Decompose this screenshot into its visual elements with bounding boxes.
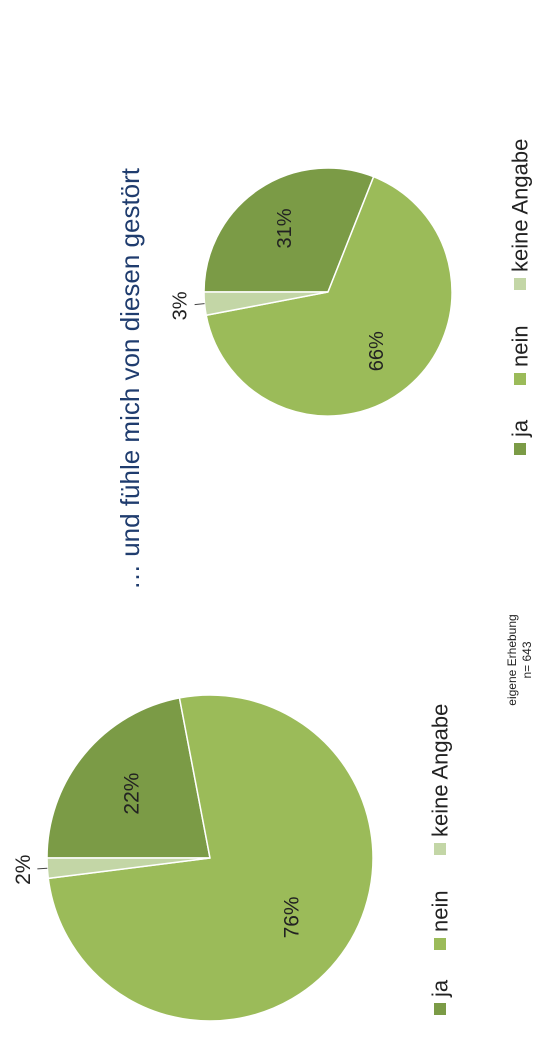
leader-line xyxy=(194,303,205,306)
data-label: 76% xyxy=(280,896,303,938)
pie-slice xyxy=(203,167,375,293)
legend-swatch xyxy=(514,373,526,385)
legend-label: keine Angabe xyxy=(428,704,453,837)
legend-swatch xyxy=(514,443,526,455)
pie-slice xyxy=(46,857,211,880)
legend-label: ja xyxy=(508,419,533,438)
legend-swatch xyxy=(434,938,446,950)
chart-title: … und fühle mich von diesen gestört xyxy=(115,167,145,590)
rotated-content: 22% 76% 2% ja nein keine Angabe eigene Erhebun… xyxy=(12,139,534,1022)
legend-label: nein xyxy=(428,890,453,932)
data-label: 66% xyxy=(366,331,388,371)
legend-swatch xyxy=(434,843,446,855)
pie-slice xyxy=(47,694,374,1022)
data-label: 3% xyxy=(170,291,192,320)
legend-swatch xyxy=(514,278,526,290)
leader-line xyxy=(37,867,48,870)
data-label: 2% xyxy=(12,855,35,885)
pie-slice xyxy=(205,175,453,417)
footnote: eigene Erhebung xyxy=(505,614,519,705)
data-label: 31% xyxy=(274,208,296,248)
legend-swatch xyxy=(434,1003,446,1015)
legend-label: keine Angabe xyxy=(508,139,533,272)
pie-slice xyxy=(46,697,211,859)
data-label: 22% xyxy=(121,773,144,815)
legend-label: nein xyxy=(508,325,533,367)
footnote: n= 643 xyxy=(520,641,534,678)
legend-label: ja xyxy=(428,979,453,998)
